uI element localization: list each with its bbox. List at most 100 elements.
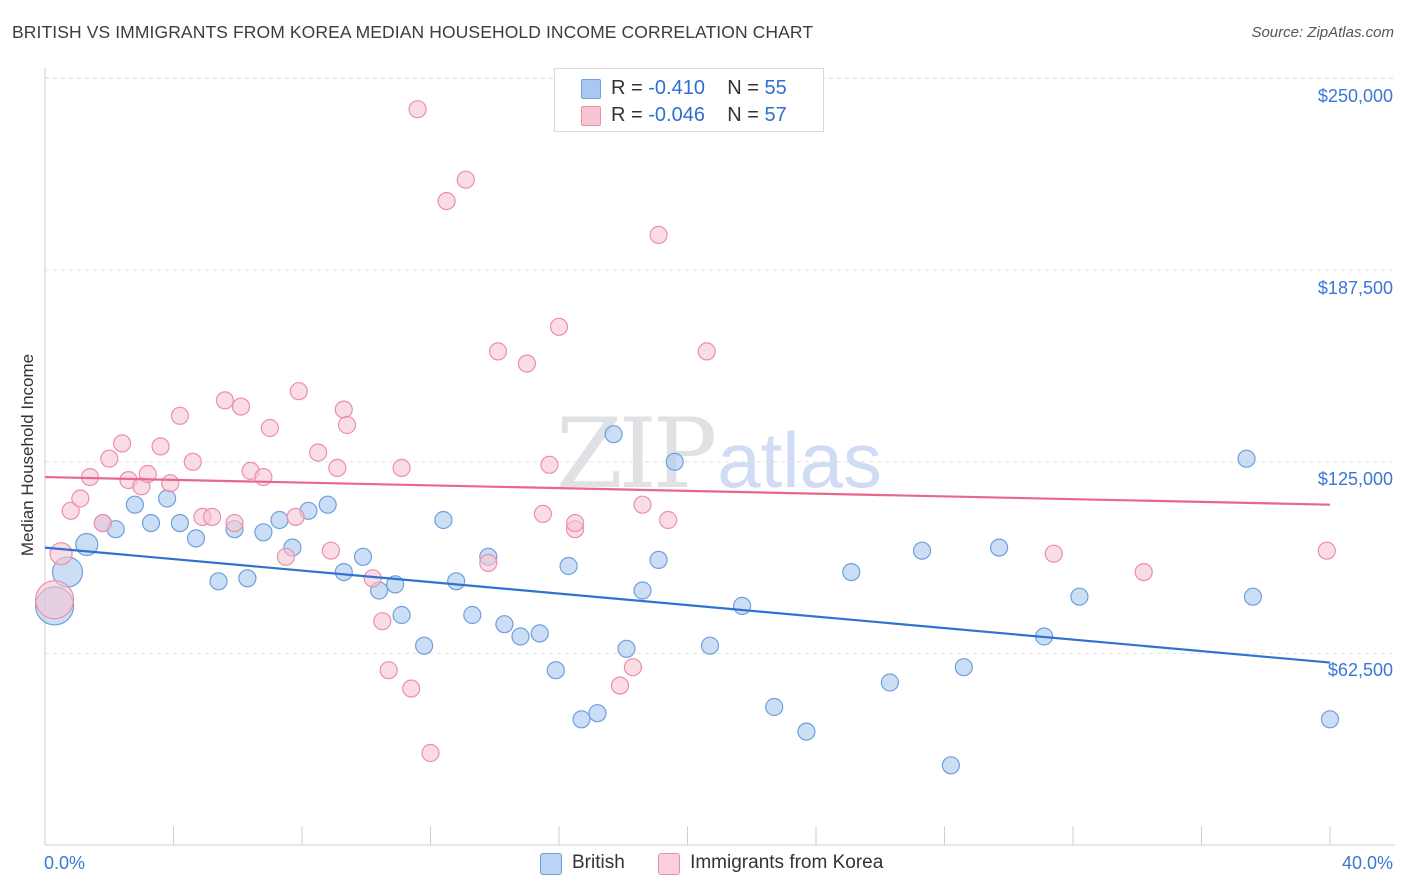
- british-point-12: [238, 569, 257, 588]
- korea-point-35: [402, 679, 421, 698]
- british-point-19: [353, 547, 373, 566]
- korea-point-23: [276, 547, 295, 566]
- korea-point-56: [1317, 541, 1336, 560]
- korea-point-43: [533, 504, 553, 524]
- legend-item-british[interactable]: British: [540, 852, 625, 875]
- korea-trend-line: [44, 475, 1331, 506]
- korea-point-42: [517, 354, 537, 373]
- korea-point-41: [488, 342, 508, 361]
- british-point-53: [1243, 587, 1263, 606]
- korea-point-34: [392, 458, 411, 477]
- british-point-18: [334, 562, 353, 582]
- british-point-17: [318, 495, 337, 514]
- british-point-25: [447, 572, 466, 591]
- korea-point-24: [286, 507, 305, 527]
- british-point-6: [141, 513, 161, 533]
- korea-point-39: [456, 170, 475, 189]
- legend-item-korea[interactable]: Immigrants from Korea: [658, 852, 884, 875]
- korea-point-13: [170, 406, 189, 425]
- korea-point-27: [321, 541, 340, 560]
- british-point-7: [158, 489, 177, 508]
- british-point-35: [604, 425, 623, 444]
- korea-point-22: [260, 418, 279, 438]
- series-legend: British Immigrants from Korea: [540, 852, 911, 875]
- british-point-26: [463, 605, 482, 625]
- korea-point-26: [309, 443, 328, 462]
- legend-korea-label: Immigrants from Korea: [690, 852, 884, 873]
- korea-point-19: [231, 397, 251, 416]
- british-point-38: [649, 550, 668, 570]
- korea-point-40: [479, 553, 498, 573]
- korea-point-47: [565, 513, 585, 533]
- korea-point-30: [337, 415, 357, 435]
- watermark-atlas: atlas: [717, 416, 882, 504]
- british-point-36: [617, 639, 636, 658]
- chart-title: BRITISH VS IMMIGRANTS FROM KOREA MEDIAN …: [12, 22, 814, 42]
- korea-r-label: R =: [611, 104, 643, 126]
- british-point-9: [186, 529, 206, 548]
- british-swatch: [581, 79, 601, 99]
- korea-point-54: [1044, 544, 1063, 563]
- y-tick-label-187500: $187,500: [1317, 278, 1393, 298]
- korea-point-0: [34, 580, 75, 620]
- british-point-33: [572, 710, 591, 729]
- korea-point-6: [100, 449, 119, 468]
- korea-point-32: [373, 612, 392, 631]
- korea-point-49: [623, 658, 643, 677]
- korea-point-29: [334, 400, 353, 419]
- british-n-label: N =: [727, 77, 759, 99]
- british-point-49: [989, 538, 1009, 557]
- british-point-34: [588, 704, 607, 723]
- korea-n-label: N =: [727, 104, 759, 126]
- british-point-54: [1320, 710, 1340, 729]
- korea-point-52: [659, 510, 678, 530]
- british-point-44: [842, 562, 861, 582]
- korea-point-45: [549, 317, 569, 336]
- korea-point-48: [610, 676, 630, 695]
- y-tick-label-250000: $250,000: [1317, 86, 1393, 106]
- korea-point-11: [151, 437, 170, 456]
- british-trend-line: [44, 546, 1331, 664]
- korea-point-28: [328, 458, 347, 477]
- british-point-28: [495, 615, 514, 634]
- y-tick-label-62500: $62,500: [1327, 660, 1393, 680]
- british-point-29: [511, 627, 530, 646]
- y-tick-label-125000: $125,000: [1317, 469, 1393, 489]
- korea-point-51: [649, 225, 668, 244]
- korea-point-3: [71, 489, 90, 508]
- british-point-23: [415, 636, 434, 655]
- british-point-31: [546, 661, 565, 680]
- british-point-13: [254, 523, 273, 542]
- british-point-48: [954, 658, 973, 677]
- british-point-47: [941, 756, 961, 775]
- korea-point-16: [203, 507, 222, 527]
- korea-point-55: [1134, 562, 1153, 582]
- british-point-32: [559, 556, 578, 576]
- korea-point-21: [254, 468, 273, 487]
- korea-point-44: [540, 455, 559, 474]
- korea-point-38: [437, 192, 456, 211]
- british-n-value: 55: [764, 77, 787, 99]
- korea-point-2: [61, 501, 80, 520]
- british-point-30: [530, 624, 549, 643]
- korea-point-36: [408, 100, 427, 119]
- british-point-22: [392, 605, 411, 625]
- british-point-51: [1070, 587, 1089, 606]
- korea-point-18: [225, 513, 244, 533]
- korea-r-value: -0.046: [648, 104, 705, 126]
- korea-point-33: [379, 661, 398, 680]
- british-point-8: [170, 513, 189, 533]
- korea-swatch: [581, 106, 601, 126]
- british-point-10: [209, 572, 228, 591]
- korea-point-14: [183, 452, 202, 471]
- british-point-39: [665, 452, 684, 471]
- british-point-40: [700, 636, 720, 655]
- british-point-14: [270, 510, 289, 530]
- legend-british-label: British: [572, 852, 625, 873]
- british-point-37: [633, 581, 652, 600]
- korea-point-37: [421, 743, 440, 763]
- legend-korea-swatch: [658, 853, 681, 875]
- korea-point-1: [49, 542, 73, 566]
- british-point-5: [125, 495, 144, 514]
